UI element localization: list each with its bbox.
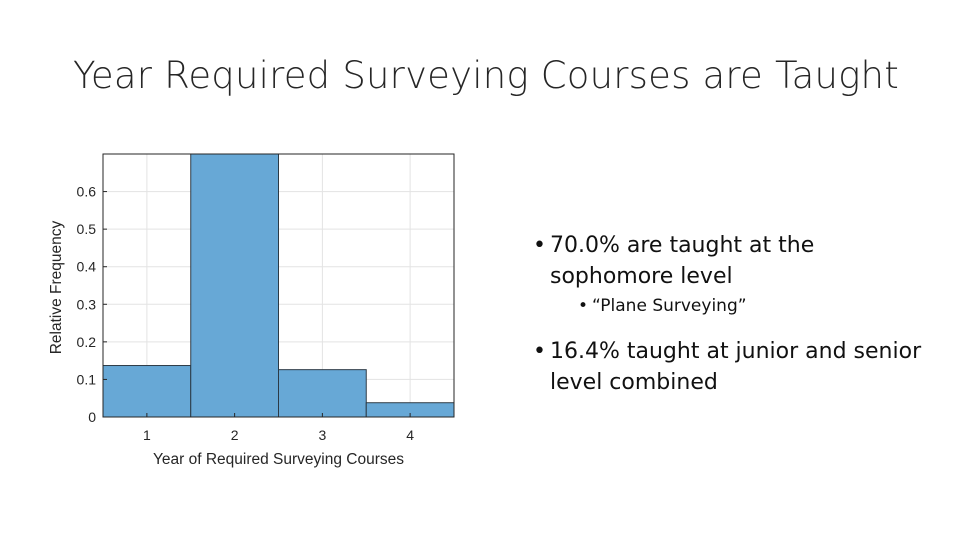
y-tick-label: 0.3 [77,296,97,312]
bar-3 [278,369,367,418]
y-tick-label: 0.1 [77,371,97,387]
bullet-list: 70.0% are taught at the sophomore level … [533,230,933,416]
sub-bullet-text: “Plane Surveying” [592,296,747,316]
y-tick-label: 0.2 [77,334,97,350]
bar-2 [190,153,279,418]
bullet-sophomore: 70.0% are taught at the sophomore level … [533,230,933,318]
slide-title: Year Required Surveying Courses are Taug… [73,54,899,97]
y-tick-label: 0.4 [77,259,97,275]
bar-1 [102,365,192,418]
bullet-junior-senior-text: 16.4% taught at junior and senior level … [550,339,922,395]
x-tick-label: 4 [406,427,414,443]
x-axis-label: Year of Required Surveying Courses [153,451,404,468]
bullet-sophomore-text: 70.0% are taught at the sophomore level [550,233,815,289]
y-tick-label: 0 [88,409,96,425]
bullet-junior-senior: 16.4% taught at junior and senior level … [533,336,933,398]
x-tick-label: 1 [143,427,151,443]
x-tick-label: 2 [231,427,239,443]
plot-frame [102,153,455,418]
sub-bullet-plane-surveying: “Plane Surveying” [578,294,933,318]
y-tick-label: 0.5 [77,221,97,237]
y-tick-label: 0.6 [77,184,97,200]
y-axis-label: Relative Frequency [48,220,65,354]
x-tick-label: 3 [318,427,326,443]
